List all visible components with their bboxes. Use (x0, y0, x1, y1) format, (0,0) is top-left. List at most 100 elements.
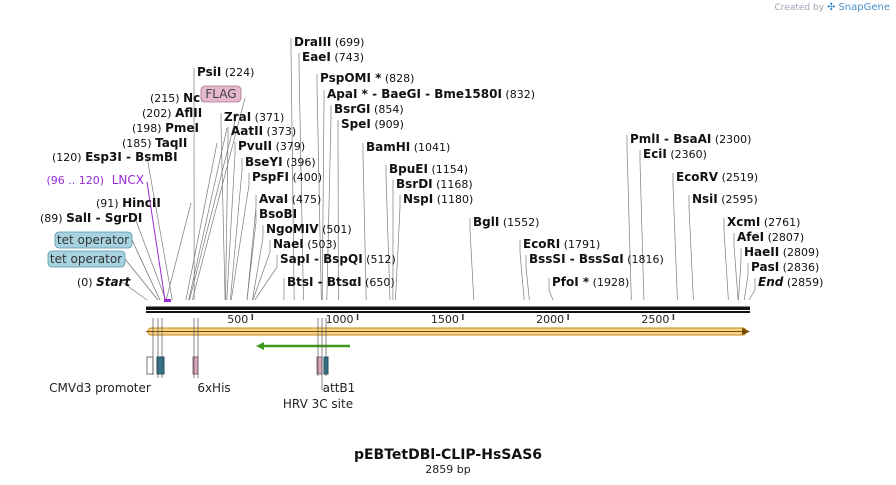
site-label[interactable]: PfoI * (1928) (552, 275, 629, 289)
site-label[interactable]: BsrDI (1168) (396, 177, 473, 191)
site-leader-line (121, 281, 148, 301)
flag-label: FLAG (205, 87, 236, 101)
site-label[interactable]: SapI - BspQI (512) (280, 252, 396, 266)
site-leader-line (246, 195, 257, 301)
site-label[interactable]: DraIII (699) (294, 35, 364, 49)
flag-feature[interactable]: FLAG (200, 85, 242, 103)
site-label[interactable]: (198) PmeI (132, 121, 199, 135)
site-label[interactable]: ZraI (371) (224, 110, 284, 124)
site-leader-line (185, 142, 218, 301)
cmv-promoter-label: CMVd3 promoter (49, 381, 151, 395)
site-leader-line (298, 53, 304, 301)
lncx-feature[interactable]: (96 .. 120) LNCX (46, 173, 171, 302)
site-leader-line (230, 173, 250, 301)
site-label[interactable]: AvaI (475) (259, 192, 321, 206)
hrv-site-label: HRV 3C site (283, 397, 353, 411)
ruler-tick-label: 2000 (536, 313, 564, 326)
site-label[interactable]: EciI (2360) (643, 147, 707, 161)
site-leader-line (672, 173, 678, 301)
site-label[interactable]: BamHI (1041) (366, 140, 450, 154)
site-label[interactable]: NaeI (503) (273, 237, 337, 251)
site-leader-line (362, 143, 367, 301)
site-label[interactable]: BpuEI (1154) (389, 162, 468, 176)
site-label[interactable]: PmlI - BsaAI (2300) (630, 132, 751, 146)
site-label[interactable]: BglI (1552) (473, 215, 539, 229)
site-leader-line (723, 218, 729, 301)
site-leader-line (246, 210, 257, 301)
site-label[interactable]: BsrGI (854) (334, 102, 404, 116)
site-label[interactable]: ApaI * - BaeGI - Bme1580I (832) (327, 87, 535, 101)
site-label[interactable]: (89) SalI - SgrDI (40, 211, 142, 225)
site-label[interactable]: XcmI (2761) (727, 215, 800, 229)
site-label[interactable]: EaeI (743) (302, 50, 364, 64)
created-by-text: Created by (774, 2, 825, 13)
site-label[interactable]: EcoRI (1791) (523, 237, 600, 251)
site-leader-line (316, 74, 322, 301)
site-label[interactable]: (202) AflII (142, 106, 202, 120)
plasmid-length: 2859 bp (425, 463, 470, 476)
ruler-tick-label: 1000 (326, 313, 354, 326)
plasmid-title: pEBTetDBl-CLIP-HsSAS6 (354, 447, 542, 463)
site-label[interactable]: NspI (1180) (403, 192, 473, 206)
site-label[interactable]: BtsI - BtsαI (650) (287, 275, 395, 289)
site-label[interactable]: (185) TaqII (122, 136, 187, 150)
lncx-label: LNCX (112, 173, 144, 187)
site-label[interactable]: (120) Esp3I - BsmBI (52, 150, 178, 164)
site-label[interactable]: NsiI (2595) (692, 192, 758, 206)
site-label[interactable]: PspOMI * (828) (320, 71, 414, 85)
restriction-sites: DraIII (699)EaeI (743) PsiI (224) PspOMI *… (40, 35, 823, 301)
cmv-feature-box[interactable] (156, 356, 165, 375)
site-label[interactable]: AfeI (2807) (737, 230, 804, 244)
site-label[interactable]: PvuII (379) (238, 139, 305, 153)
site-label[interactable]: (0) Start (77, 275, 131, 289)
site-label[interactable]: PasI (2836) (751, 260, 819, 274)
tet-operator-2[interactable]: tet operator (47, 250, 126, 268)
site-leader-line (252, 225, 264, 301)
site-leader-line (525, 255, 530, 301)
lncx-range-label: (96 .. 120) (46, 174, 104, 187)
site-label[interactable]: PspFI (400) (252, 170, 322, 184)
his-tag-label: 6xHis (197, 381, 230, 395)
snapgene-brand: Created by ✣ SnapGene (775, 2, 890, 13)
orf-bar[interactable] (146, 327, 750, 336)
site-label[interactable]: BseYI (396) (245, 155, 316, 169)
site-leader-line (188, 127, 228, 301)
site-label[interactable]: AatII (373) (231, 124, 296, 138)
site-label[interactable]: SpeI (909) (341, 117, 404, 131)
tet-operator-1-label: tet operator (57, 233, 129, 247)
site-leader-line (220, 113, 226, 301)
site-leader-line (626, 135, 632, 301)
site-leader-line (733, 233, 739, 301)
site-leader-line (688, 195, 694, 301)
site-leader-line (748, 278, 756, 301)
site-leader-line (519, 240, 525, 301)
site-leader-line (134, 217, 167, 301)
cmv-promoter-box[interactable] (146, 356, 154, 375)
site-label[interactable]: PsiI (224) (197, 65, 254, 79)
backbone (146, 306, 750, 313)
site-leader-line (639, 150, 645, 301)
site-leader-line (146, 156, 173, 301)
site-leader-line (321, 90, 325, 301)
site-leader-line (548, 278, 554, 301)
site-leader-line (189, 112, 238, 301)
site-label[interactable]: BssSI - BssSαI (1816) (529, 252, 664, 266)
tet-operator-2-label: tet operator (50, 252, 122, 266)
site-label[interactable]: EcoRV (2519) (676, 170, 758, 184)
tet-operator-1[interactable]: tet operator (54, 231, 133, 249)
site-leader-line (290, 38, 295, 301)
ruler-tick-label: 2500 (641, 313, 669, 326)
ruler-tick-label: 500 (227, 313, 248, 326)
site-label[interactable]: NgoMIV (501) (266, 222, 352, 236)
site-label[interactable]: End (2859) (758, 275, 823, 289)
site-leader-line (165, 202, 192, 301)
green-feature-arrow[interactable] (256, 342, 350, 350)
site-leader-line (254, 255, 278, 301)
site-label[interactable]: BsoBI (259, 207, 297, 221)
site-label[interactable]: HaeII (2809) (744, 245, 819, 259)
site-leader-line (252, 240, 271, 301)
site-leader-line (743, 263, 749, 301)
snapgene-logo-icon: ✣ (827, 2, 836, 13)
site-leader-line (230, 158, 243, 301)
